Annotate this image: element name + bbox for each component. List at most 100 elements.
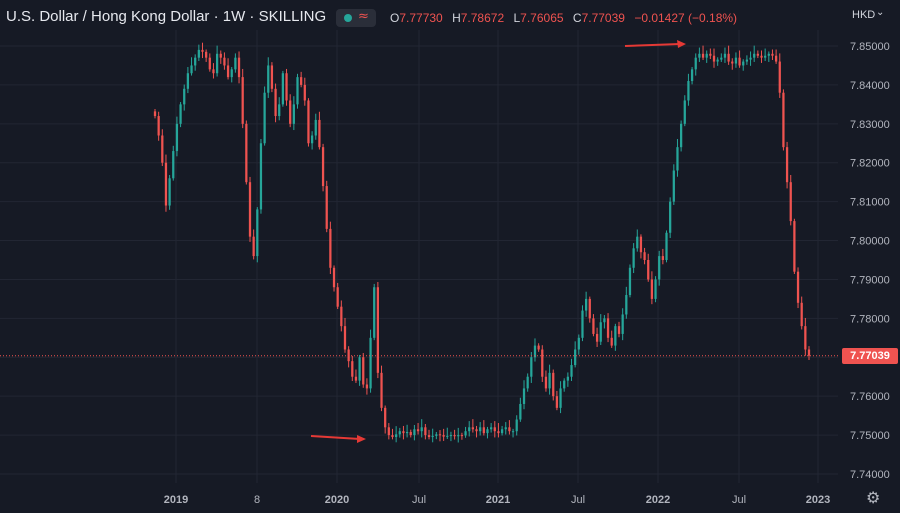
candle-body [252, 236, 255, 257]
chart-title: U.S. Dollar / Hong Kong Dollar · 1W · SK… [6, 8, 327, 25]
candle-body [387, 427, 390, 436]
candle-body [153, 111, 157, 117]
candle-body [471, 427, 474, 430]
candle-body [332, 267, 336, 288]
candle-body [756, 53, 759, 56]
wave-icon: ≈ [358, 9, 369, 24]
candle-body [219, 53, 222, 58]
candle-body [727, 53, 730, 62]
candle-body [300, 77, 303, 85]
candle-body [643, 252, 646, 260]
candle-body [599, 322, 602, 342]
candle-body [796, 271, 800, 303]
candle-body [321, 147, 325, 187]
candle-body [362, 357, 365, 385]
candle-body [172, 151, 175, 179]
candle-body [669, 201, 672, 233]
candle-body [712, 55, 716, 62]
candle-body [292, 104, 295, 124]
candle-body [373, 287, 376, 338]
candle-body [504, 427, 507, 430]
candle-body [197, 49, 200, 58]
candle-body [584, 298, 588, 311]
y-tick-label: 7.82000 [850, 158, 890, 170]
x-tick-label: 2021 [486, 494, 510, 506]
candle-body [734, 57, 738, 64]
candle-body [212, 69, 215, 74]
status-dot-icon [344, 14, 352, 22]
candle-body [409, 431, 412, 436]
candle-body [490, 427, 493, 430]
candle-body [479, 427, 482, 432]
candle-body [625, 295, 628, 315]
candle-body [588, 298, 591, 319]
candle-body [720, 57, 723, 60]
candle-body [226, 65, 230, 78]
candle-body [245, 123, 248, 183]
candle-body [570, 365, 573, 377]
candle-body [654, 279, 657, 299]
candle-body [398, 431, 401, 435]
indicator-toggle[interactable]: ≈ [336, 9, 376, 27]
candle-body [453, 435, 456, 437]
candle-body [318, 119, 321, 148]
candle-body [658, 256, 661, 280]
candle-body [424, 427, 427, 436]
candle-body [636, 236, 639, 249]
candle-body [237, 57, 241, 78]
candle-body [508, 427, 511, 432]
chevron-down-icon[interactable]: ⌄ [876, 7, 885, 18]
candle-body [807, 349, 811, 356]
last-price-label: 7.77039 [842, 347, 898, 364]
candle-body [438, 434, 442, 436]
candle-body [340, 306, 343, 327]
candle-body [742, 61, 745, 66]
candle-body [475, 429, 478, 432]
x-axis: 2019 8 2020 Jul 2021 Jul 2022 Jul 2023 [164, 494, 830, 506]
candle-body [778, 61, 781, 93]
candle-body [731, 61, 734, 64]
candle-body [395, 434, 398, 438]
candle-body [314, 119, 317, 136]
candle-body [464, 431, 467, 436]
candle-body [164, 162, 168, 206]
candle-body [592, 318, 595, 334]
currency-selector[interactable]: HKD [852, 9, 876, 21]
candle-body [431, 435, 434, 438]
candle-body [559, 388, 562, 408]
candle-body [639, 236, 643, 253]
candle-body [186, 73, 190, 89]
candle-body [263, 92, 266, 144]
candle-body [175, 123, 179, 152]
candle-body [552, 372, 555, 397]
candle-body [628, 267, 632, 296]
candle-body [530, 357, 533, 377]
candle-body [427, 435, 431, 438]
candle-body [259, 143, 263, 210]
candle-body [267, 65, 270, 93]
candle-body [183, 88, 186, 105]
candle-body [555, 396, 559, 408]
candle-body [241, 77, 244, 124]
candle-body [493, 427, 496, 432]
candle-body [738, 57, 741, 66]
candle-body [647, 260, 650, 280]
candle-body [460, 435, 464, 437]
candle-body [650, 279, 654, 299]
gear-icon[interactable]: ⚙ [866, 488, 881, 507]
candle-body [256, 209, 259, 257]
candle-body [201, 49, 204, 52]
candle-body [223, 57, 226, 66]
candle-body [679, 123, 683, 148]
candle-body [595, 333, 599, 342]
candle-body [701, 53, 705, 58]
candle-body [420, 427, 423, 432]
candle-body [435, 434, 438, 436]
candle-body [672, 170, 675, 202]
candle-body [391, 435, 394, 438]
candle-body [307, 100, 310, 144]
grid-lines [0, 30, 838, 483]
candle-body [621, 314, 624, 334]
candle-body [157, 116, 160, 136]
